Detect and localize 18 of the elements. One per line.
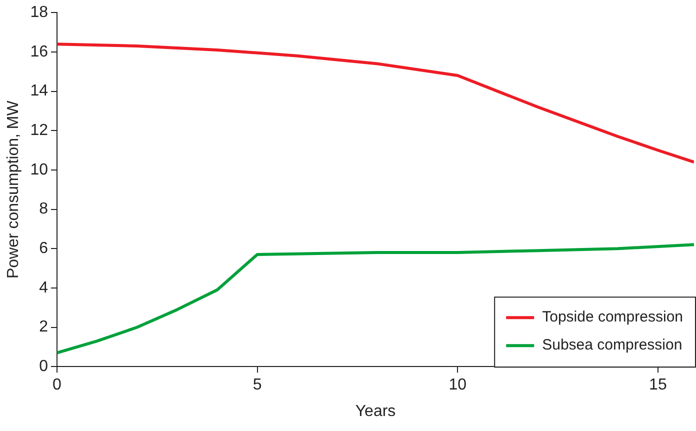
legend-label: Topside compression [542, 308, 684, 326]
x-axis-title: Years [355, 402, 396, 420]
x-tick-label: 5 [252, 376, 262, 394]
x-tick-label: 15 [649, 376, 667, 394]
x-tick-label: 10 [448, 376, 467, 394]
x-tick-label: 0 [52, 376, 62, 394]
y-tick-label: 4 [39, 279, 48, 296]
y-tick-label: 8 [39, 200, 48, 218]
y-tick-label: 12 [30, 122, 48, 140]
y-tick-label: 0 [39, 358, 48, 376]
y-axis-title: Power consumption, MW [5, 100, 22, 279]
legend-label: Subsea compression [542, 336, 682, 354]
y-tick-label: 10 [30, 161, 48, 178]
y-tick-label: 2 [39, 318, 48, 336]
y-tick-label: 18 [30, 4, 48, 22]
y-tick-label: 14 [30, 82, 48, 100]
y-tick-label: 6 [39, 240, 48, 258]
y-tick-label: 16 [30, 43, 48, 60]
